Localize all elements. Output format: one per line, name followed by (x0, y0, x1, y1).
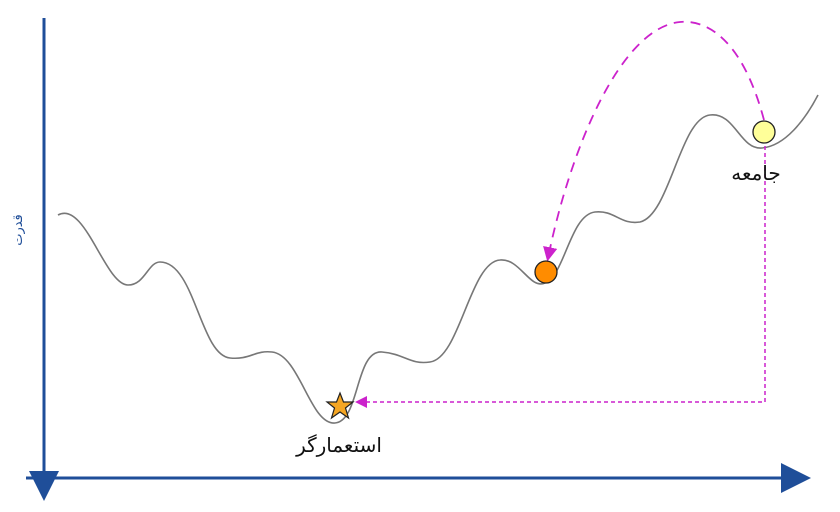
colonizer-label: استعمارگر (295, 433, 382, 457)
jump-arrow (543, 20, 765, 262)
fallen-society-ball (534, 260, 558, 284)
society-label: جامعه (731, 161, 781, 185)
colonizer-star-icon (325, 391, 355, 420)
power-curve (57, 94, 819, 424)
drop-arrow (355, 146, 766, 408)
society-ball (752, 120, 776, 144)
y-axis-label: قدرت (11, 214, 26, 246)
